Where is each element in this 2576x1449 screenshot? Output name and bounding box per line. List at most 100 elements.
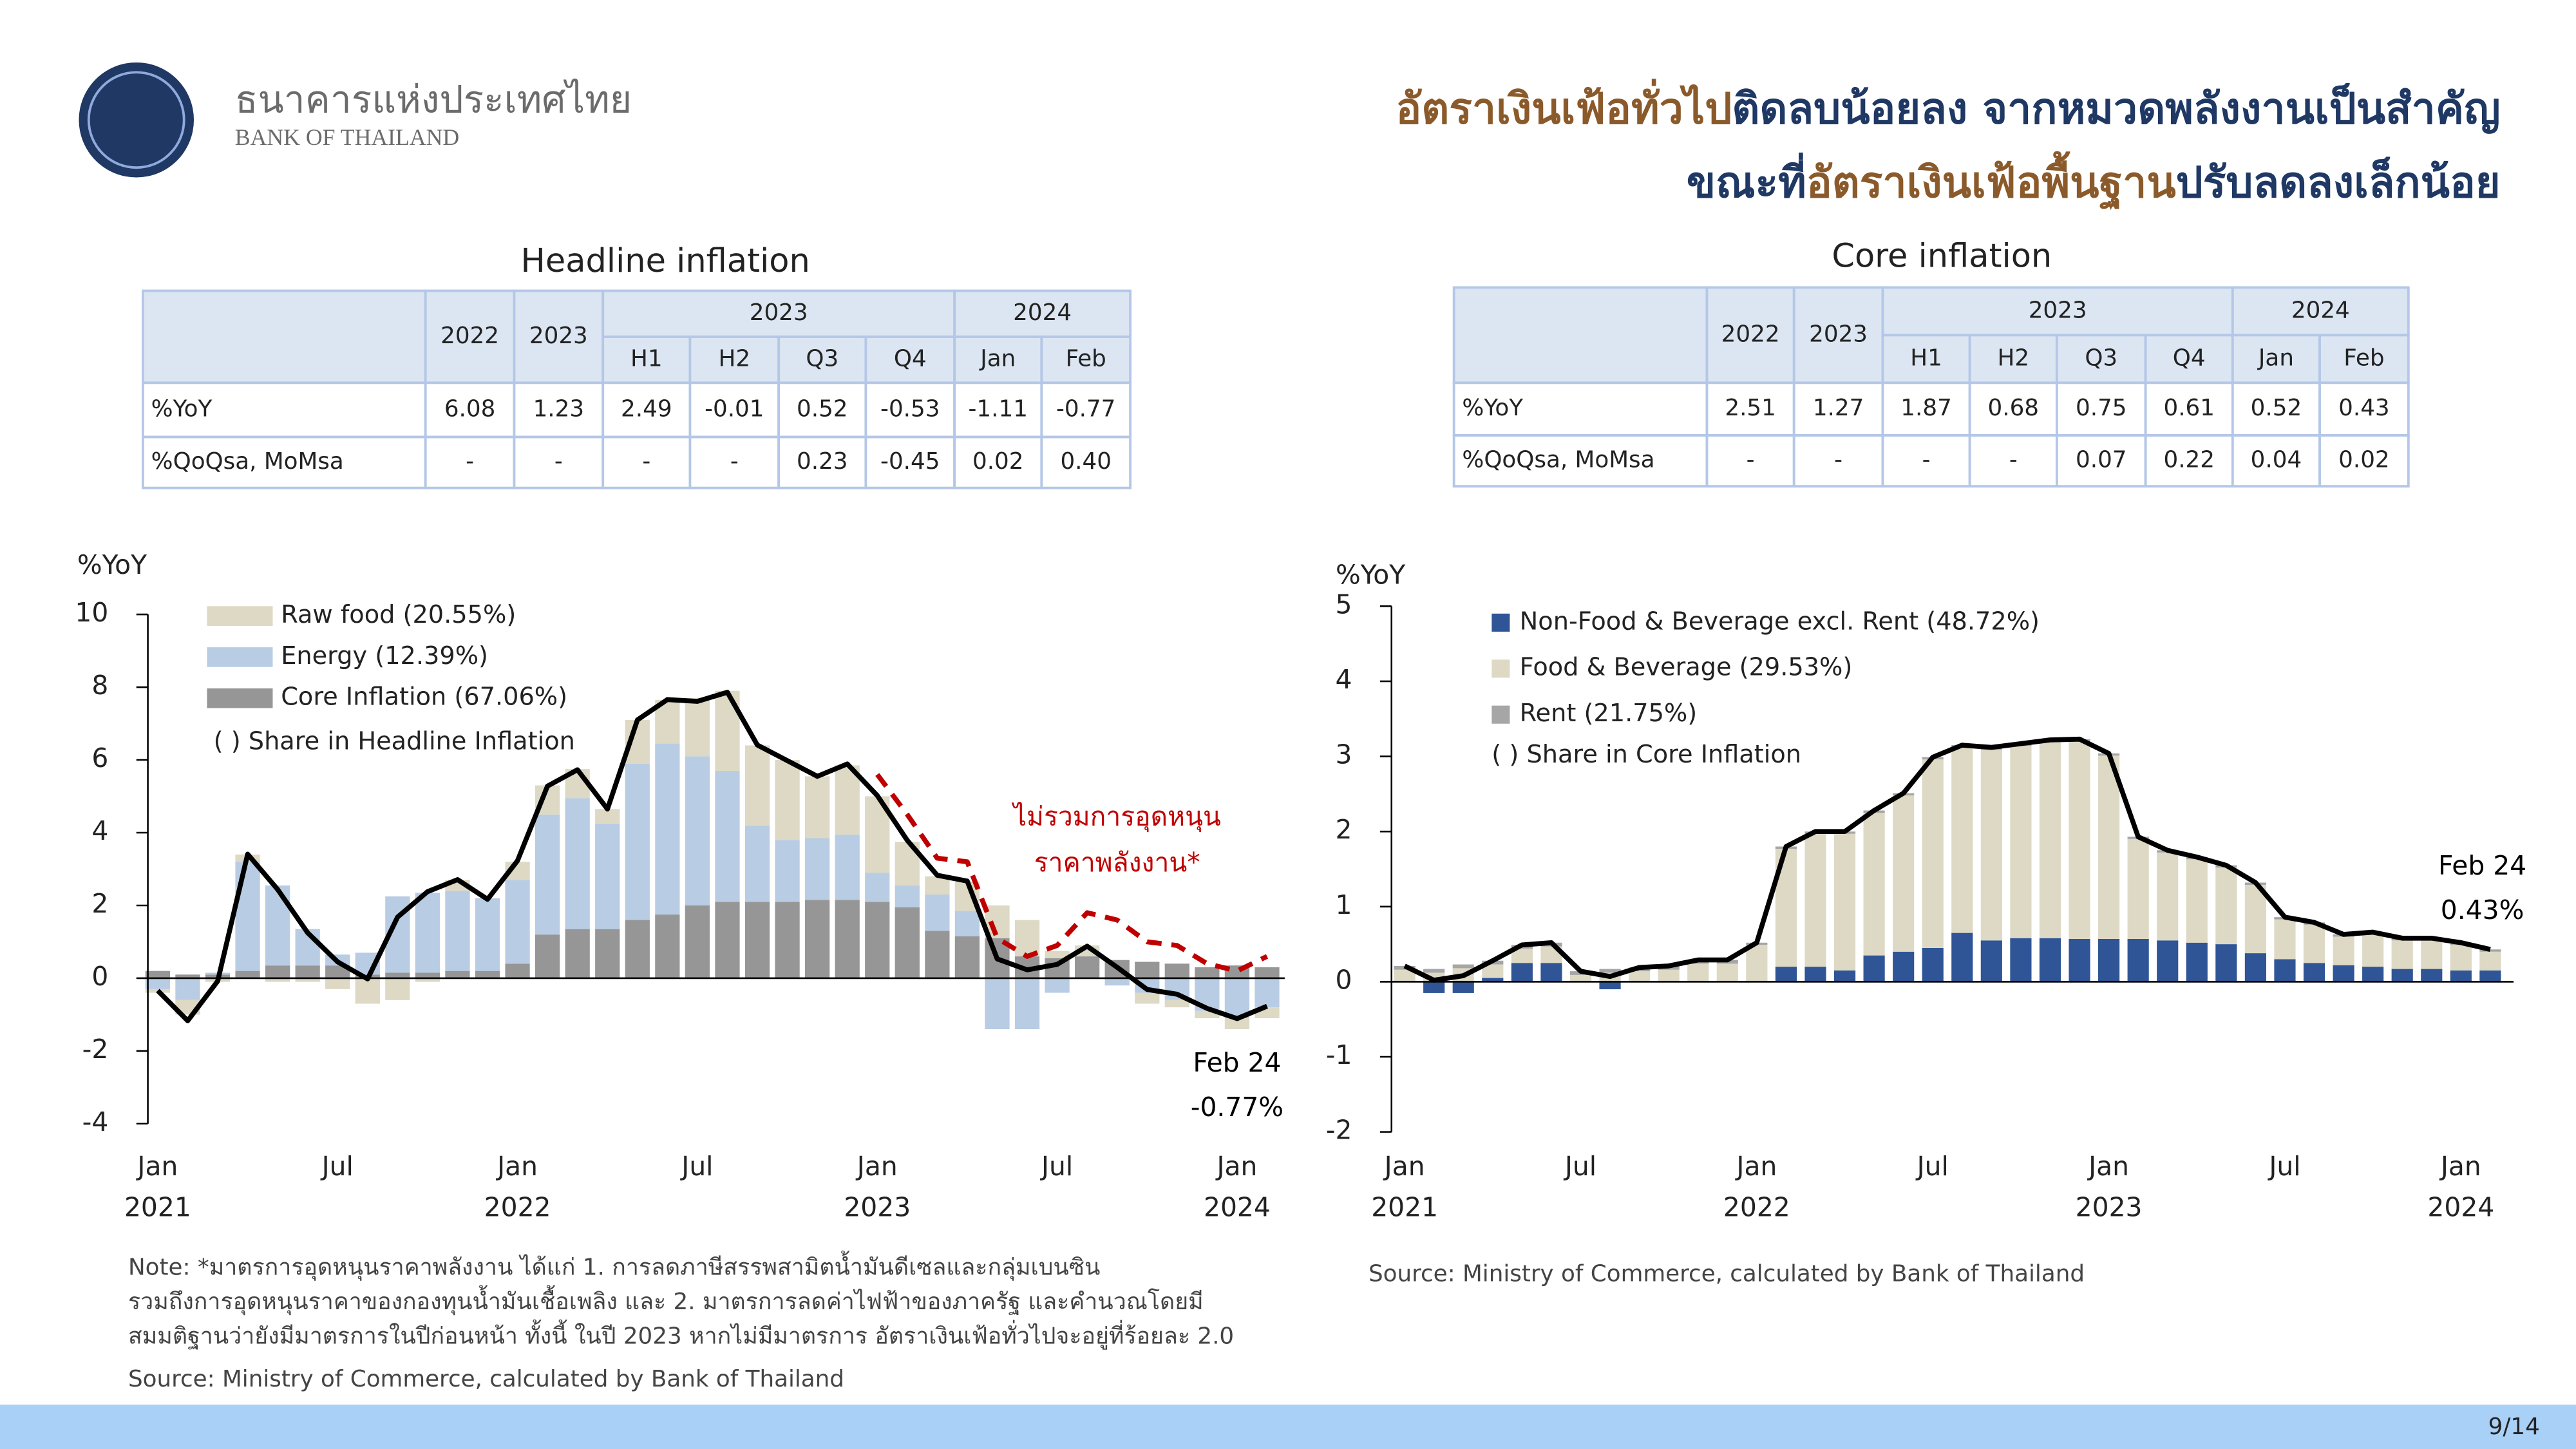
legend-swatch	[207, 647, 273, 667]
bar-segment	[265, 978, 290, 982]
bar-segment	[1716, 963, 1738, 982]
body-cell	[1792, 381, 1884, 437]
header-cell	[777, 336, 867, 384]
footer-bar	[0, 1405, 2576, 1449]
legend-label: Rent (21.75%)	[1520, 699, 1697, 728]
x-year-label: 2022	[1723, 1192, 1790, 1223]
title-segment: ติดลบน้อยลง จากหมวดพลังงานเป็นสำคัญ	[1732, 83, 2500, 134]
header-cell	[1452, 286, 1709, 384]
bank-name-th: ธนาคารแห่งประเทศไทย	[235, 77, 632, 121]
source: Source: Ministry of Commerce, calculated…	[128, 1366, 844, 1392]
x-tick-label: Jan	[495, 1151, 538, 1182]
bar-segment	[985, 978, 1010, 1030]
bar-segment	[1255, 967, 1280, 978]
bar-segment	[2274, 919, 2296, 960]
x-year-label: 2024	[2427, 1192, 2494, 1223]
table-value: -	[1922, 447, 1931, 473]
table-value: 0.02	[972, 448, 1024, 475]
bar-segment	[1104, 978, 1130, 986]
bar-segment	[535, 934, 560, 978]
body-cell	[2055, 381, 2147, 437]
y-tick-label: -2	[1326, 1115, 1352, 1146]
bar-segment	[145, 978, 171, 989]
header-cell	[2144, 334, 2234, 384]
table-subheader: Q3	[2085, 345, 2117, 371]
y-tick-label: 0	[91, 961, 108, 992]
header-cell	[142, 289, 427, 384]
legend-swatch	[207, 606, 273, 626]
table-value: 0.04	[2251, 447, 2302, 473]
bar-segment	[1045, 978, 1070, 993]
bar-segment	[805, 900, 830, 978]
bar-segment	[1423, 981, 1445, 993]
bar-segment	[2215, 867, 2237, 945]
legend-label: Core Inflation (67.06%)	[281, 683, 567, 712]
bar-segment	[1482, 978, 1504, 982]
y-tick-label: 1	[1336, 889, 1352, 920]
y-tick-label: 8	[91, 670, 108, 701]
bar-segment	[1045, 951, 1070, 958]
bar-segment	[2186, 859, 2208, 943]
body-cell	[142, 435, 427, 489]
table-subheader: H2	[1997, 345, 2029, 371]
table-subheader: H1	[1910, 345, 1942, 371]
bar-segment	[2333, 936, 2354, 965]
header-cell	[864, 336, 956, 384]
y-tick-label: -4	[82, 1106, 109, 1137]
bar-segment	[1540, 963, 1562, 982]
table-subheader: Q3	[806, 346, 838, 372]
bar-segment	[1075, 956, 1100, 978]
bar-segment	[925, 931, 950, 978]
bar-segment	[744, 825, 770, 902]
bar-segment	[1014, 920, 1040, 957]
note-line: Note: *มาตรการอุดหนุนราคาพลังงาน ได้แก่ …	[128, 1250, 1100, 1280]
bar-segment	[1014, 978, 1040, 1030]
table-value: -	[1747, 447, 1755, 473]
legend-note: ( ) Share in Headline Inflation	[214, 727, 575, 756]
bar-segment	[415, 978, 440, 982]
x-tick-label: Jan	[135, 1151, 178, 1182]
bar-segment	[835, 765, 860, 835]
table-value: 0.43	[2338, 395, 2389, 421]
body-cell	[864, 435, 956, 489]
body-cell	[864, 381, 956, 439]
bar-segment	[744, 902, 770, 978]
table-group: 2023	[2029, 297, 2087, 323]
bar-segment	[1658, 969, 1680, 982]
header-cell	[953, 336, 1043, 384]
bar-segment	[2362, 934, 2384, 967]
annotation: Feb 24	[1193, 1047, 1281, 1078]
bar-segment	[595, 823, 620, 929]
x-tick-label: Jan	[1383, 1151, 1425, 1182]
body-cell	[777, 381, 867, 439]
annotation: Feb 24	[2438, 850, 2526, 881]
table-subheader: Q4	[2173, 345, 2206, 371]
x-tick-label: Jan	[1734, 1151, 1777, 1182]
x-year-label: 2021	[1371, 1192, 1438, 1223]
bar-segment	[1569, 974, 1592, 982]
bar-segment	[2421, 969, 2443, 982]
bar-segment	[1511, 949, 1533, 963]
bar-segment	[2010, 746, 2032, 938]
bar-segment	[1224, 1018, 1250, 1030]
y-tick-label: 4	[1336, 664, 1352, 695]
bar-segment	[805, 838, 830, 900]
x-year-label: 2022	[484, 1192, 551, 1223]
row-label: %YoY	[151, 395, 213, 422]
y-tick-label: 0	[1336, 964, 1352, 995]
bar-segment	[1893, 951, 1915, 982]
bar-segment	[1833, 970, 1856, 982]
body-cell	[1452, 434, 1709, 488]
table-value: 0.23	[797, 448, 848, 475]
bar-segment	[1135, 992, 1160, 1004]
table-value: -1.11	[969, 395, 1028, 422]
table-value: 0.22	[2163, 447, 2214, 473]
x-year-label: 2023	[2076, 1192, 2143, 1223]
bar-segment	[415, 893, 440, 973]
y-tick-label: -2	[82, 1034, 109, 1065]
bar-segment	[175, 974, 200, 978]
bar-segment	[1255, 978, 1280, 1008]
bar-segment	[1394, 969, 1416, 982]
x-tick-label: Jul	[2267, 1151, 2300, 1182]
